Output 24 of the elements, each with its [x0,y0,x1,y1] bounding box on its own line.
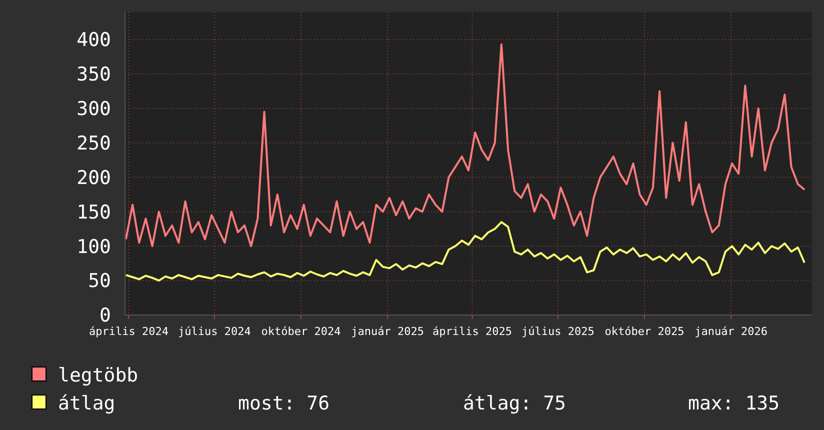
text: átlag: 75 [463,392,566,415]
y-tick-label: 150 [76,201,111,224]
x-tick-label: január 2026 [694,325,768,338]
x-tick-label: január 2025 [351,325,424,338]
y-tick-label: 300 [76,98,111,120]
text: max: 135 [688,392,780,415]
y-tick-label: 0 [100,304,111,327]
x-tick-label: július 2024 [178,325,252,338]
y-tick-label: 50 [88,270,111,292]
legend-label: átlag [58,392,116,415]
y-tick-label: 400 [76,29,111,52]
x-tick-label: október 2024 [261,325,342,338]
line-series [124,43,806,248]
x-tick-label: október 2025 [604,325,684,338]
y-tick-label: 250 [76,132,111,154]
line-series [124,221,806,282]
text: most: 76 [238,392,330,415]
x-tick-label: április 2024 [89,325,169,338]
y-tick-label: 200 [76,166,111,189]
legend-label: legtöbb [58,364,138,387]
x-tick-label: április 2025 [432,325,512,338]
x-tick-label: július 2025 [521,325,594,338]
y-tick-label: 100 [76,236,111,258]
y-tick-label: 350 [76,64,111,86]
